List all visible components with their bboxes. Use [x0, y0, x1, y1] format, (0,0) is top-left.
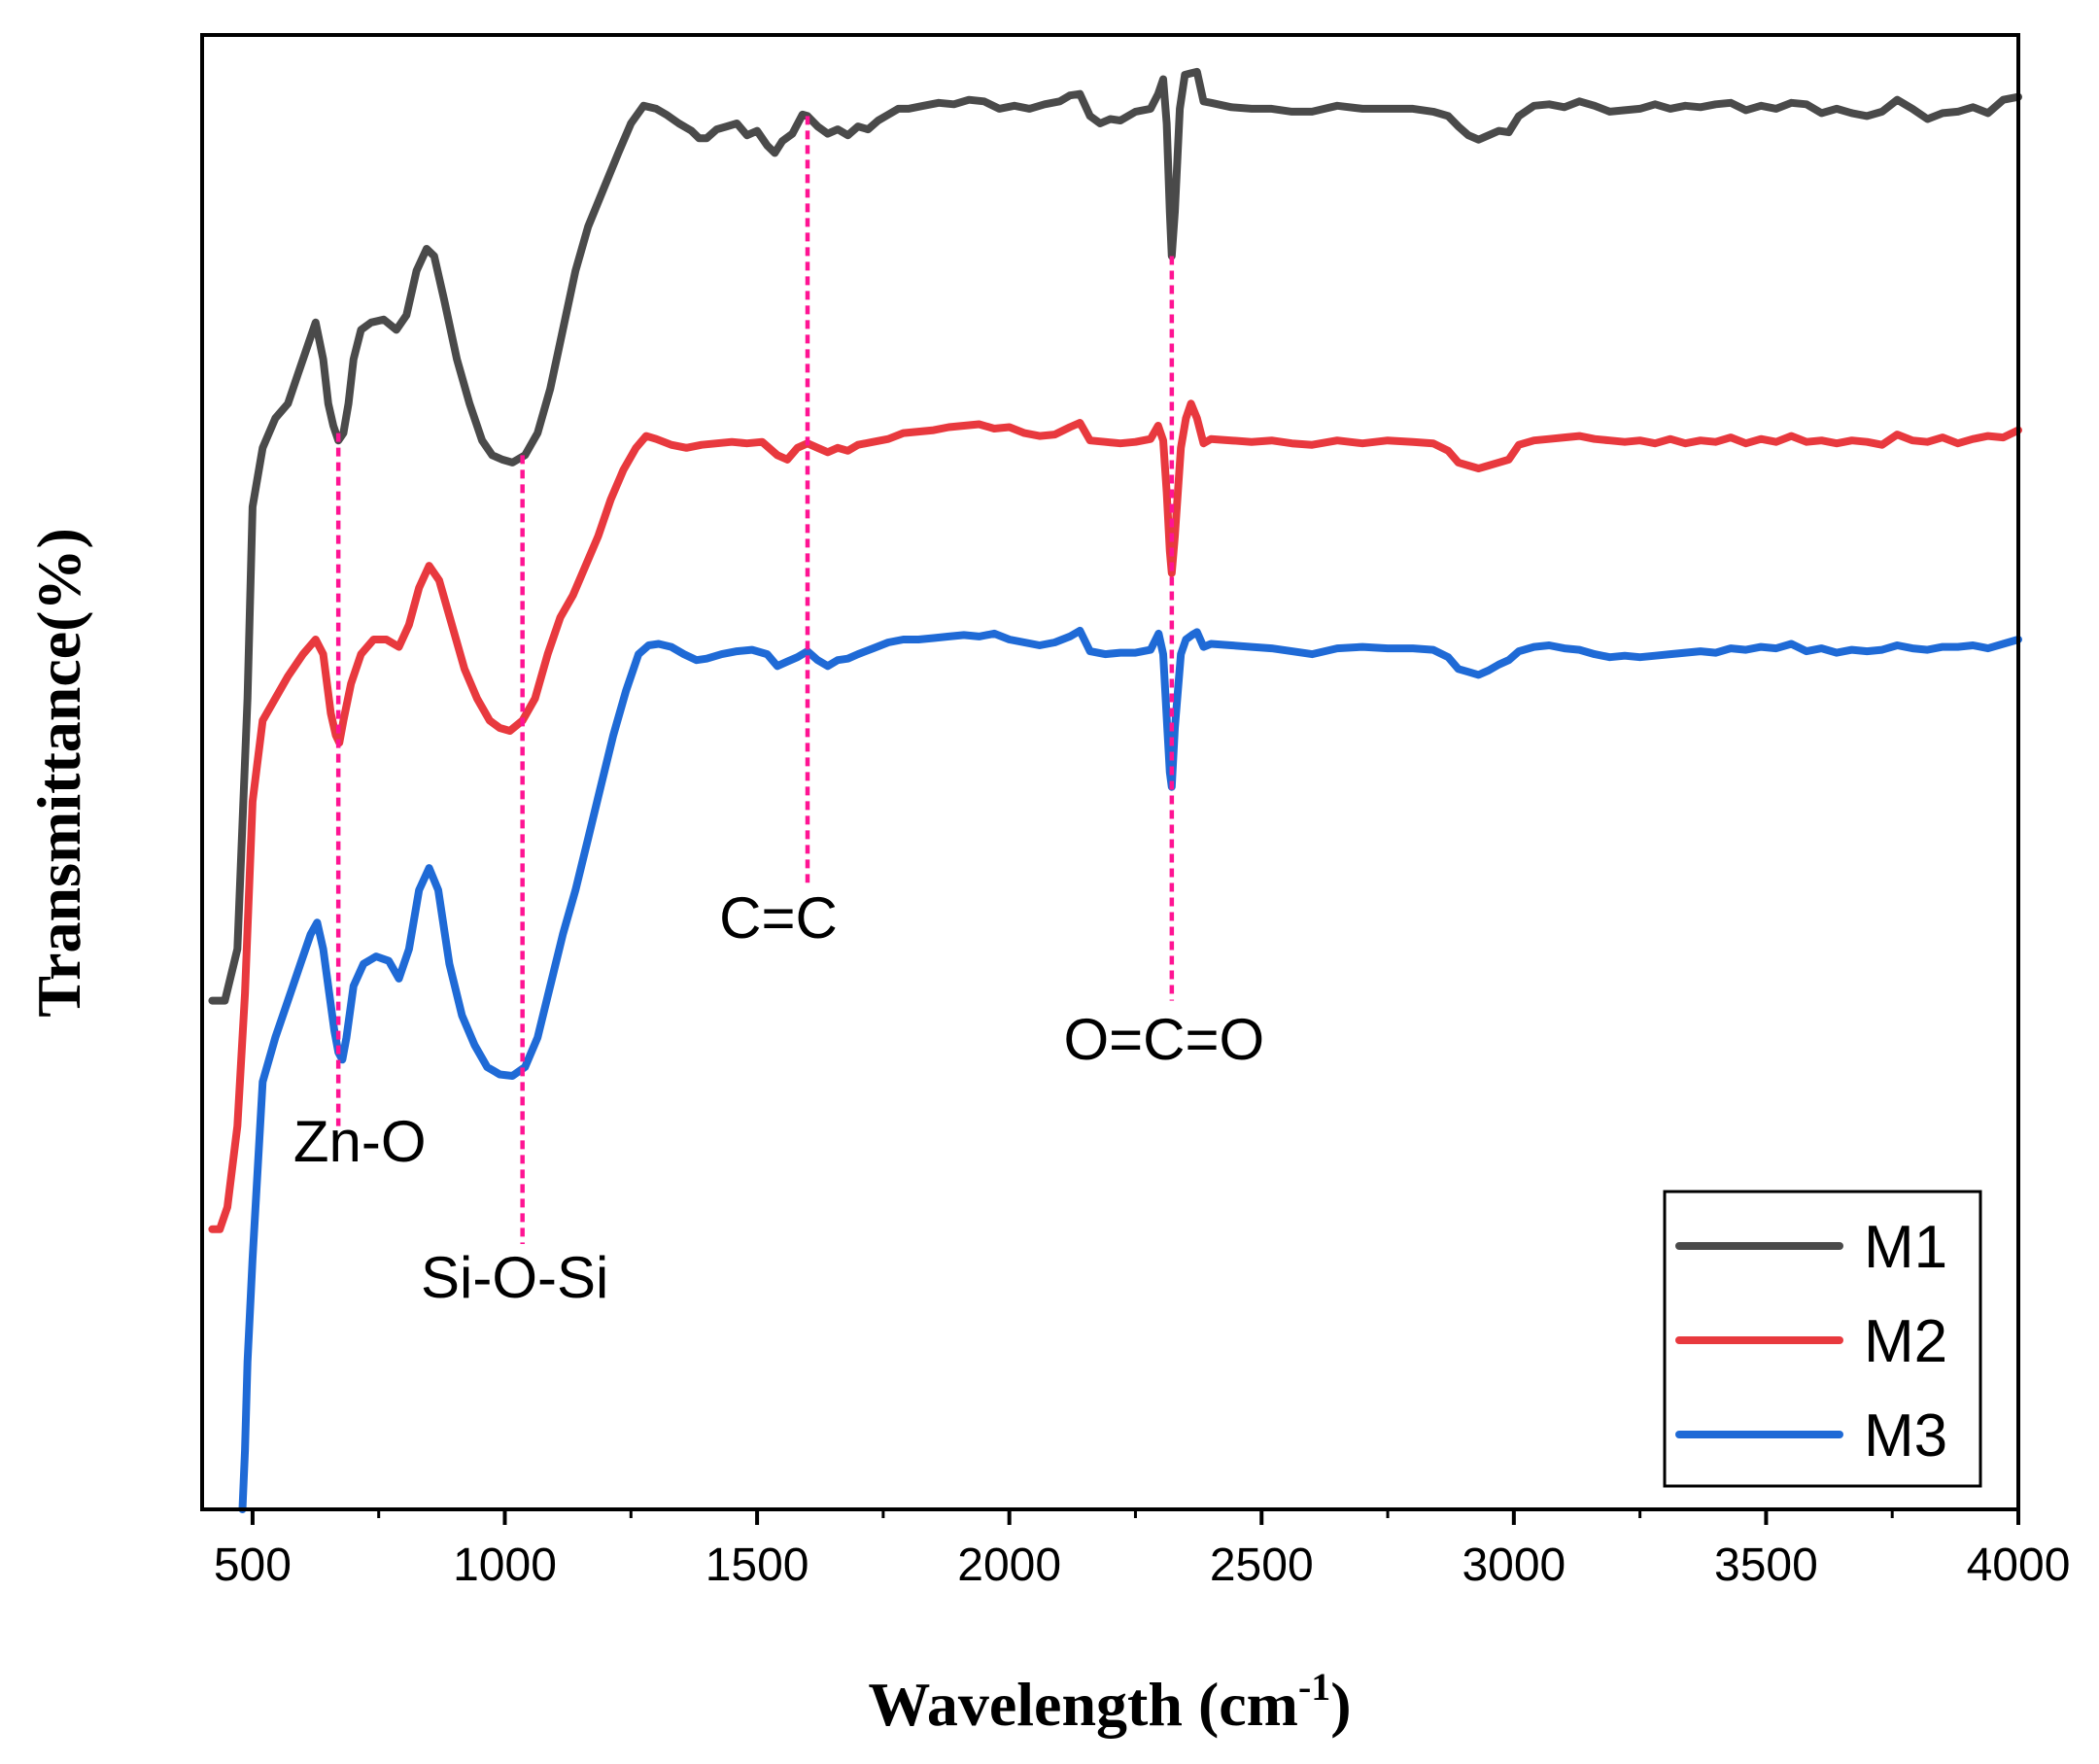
series-line-m2	[208, 399, 2022, 1233]
annotation-label-2: C=C	[719, 885, 838, 951]
x-tick-label: 3500	[1714, 1539, 1818, 1591]
series-line-m1	[208, 67, 2022, 1005]
x-tick-label: 4000	[1967, 1539, 2071, 1591]
x-tick-label: 500	[214, 1539, 292, 1591]
y-axis-title: Transmittance(%)	[24, 528, 93, 1018]
x-axis-title-main: Wavelength (cm	[868, 1670, 1298, 1739]
legend: M1 M2 M3	[1663, 1190, 1982, 1488]
legend-items: M1 M2 M3	[1675, 1214, 1947, 1470]
x-tick-label: 1500	[705, 1539, 809, 1591]
x-axis-title-close: )	[1330, 1670, 1351, 1739]
annotation-label-3: O=C=O	[1063, 1007, 1264, 1072]
legend-label-m3: M3	[1864, 1402, 1947, 1470]
x-tick-label: 3000	[1462, 1539, 1566, 1591]
series-layer	[208, 67, 2022, 1513]
x-tick-label: 2000	[957, 1539, 1061, 1591]
x-tick-label: 1000	[453, 1539, 557, 1591]
series-line-m3	[238, 626, 2022, 1513]
plot-frame	[200, 33, 2020, 1511]
annotation-label-0: Zn-O	[293, 1109, 427, 1174]
x-axis-title-superscript: -1	[1298, 1665, 1330, 1709]
legend-label-m2: M2	[1864, 1308, 1947, 1375]
x-axis-title: Wavelength (cm-1)	[868, 1665, 1351, 1739]
legend-label-m1: M1	[1864, 1214, 1947, 1281]
x-tick-label: 2500	[1210, 1539, 1314, 1591]
annotation-layer: Zn-O Si-O-Si C=C O=C=O	[293, 116, 1264, 1310]
x-axis: 500 1000 1500 2000 2500 3000 3500 4000	[214, 1509, 2071, 1591]
annotation-label-1: Si-O-Si	[421, 1245, 608, 1310]
